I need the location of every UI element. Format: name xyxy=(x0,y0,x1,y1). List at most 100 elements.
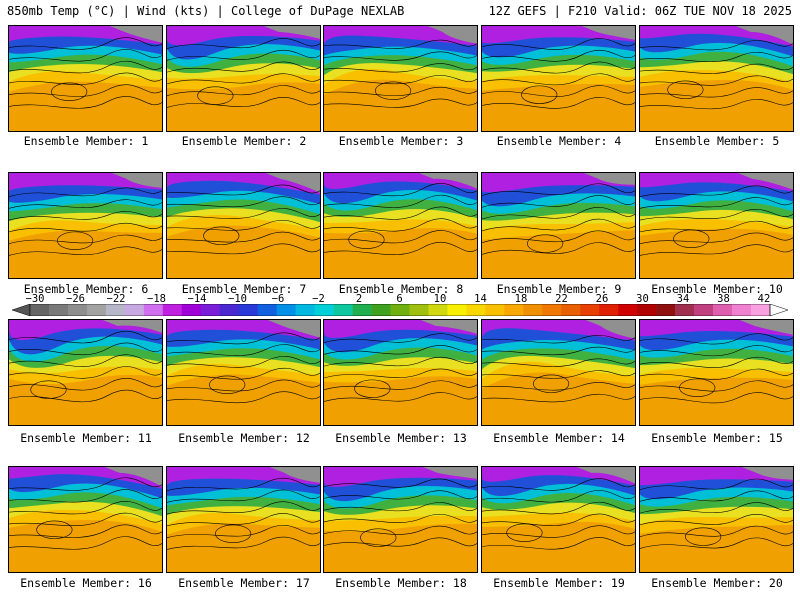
ensemble-member-panel xyxy=(323,172,478,279)
colorbar-tick-label: −10 xyxy=(228,293,247,305)
colorbar-swatch xyxy=(181,304,202,316)
temperature-field-map xyxy=(482,26,635,131)
colorbar-tick-label: −6 xyxy=(271,293,285,305)
colorbar-tick-label: 14 xyxy=(474,293,487,305)
ensemble-member-panel xyxy=(323,466,478,573)
temperature-field-map xyxy=(324,26,477,131)
colorbar-swatch xyxy=(219,304,240,316)
ensemble-member-label: Ensemble Member: 15 xyxy=(651,431,783,445)
ensemble-member-panel xyxy=(481,319,636,426)
ensemble-member-label: Ensemble Member: 17 xyxy=(178,576,310,590)
colorbar-tick-label: −14 xyxy=(187,293,207,305)
ensemble-member-label: Ensemble Member: 13 xyxy=(335,431,467,445)
colorbar-swatch xyxy=(599,304,619,316)
colorbar-tick-label: 6 xyxy=(396,293,403,305)
colorbar-swatch xyxy=(390,304,410,316)
ensemble-member-label: Ensemble Member: 7 xyxy=(181,282,307,296)
colorbar-swatch xyxy=(238,304,258,316)
ensemble-member-label: Ensemble Member: 19 xyxy=(493,576,625,590)
colorbar-swatch xyxy=(447,304,467,316)
ensemble-member-panel xyxy=(166,25,321,132)
colorbar-tick-label: −18 xyxy=(147,293,166,305)
colorbar-end-arrow xyxy=(12,304,31,316)
ensemble-member-label: Ensemble Member: 5 xyxy=(654,134,780,148)
colorbar-end-arrow xyxy=(769,304,788,316)
colorbar-swatch xyxy=(86,304,107,316)
colorbar-swatch xyxy=(143,304,164,316)
ensemble-member-panel xyxy=(481,466,636,573)
colorbar-tick-label: 38 xyxy=(717,293,730,305)
temperature-field-map xyxy=(640,26,793,131)
colorbar-swatch xyxy=(466,304,486,316)
ensemble-member-panel xyxy=(8,25,163,132)
colorbar-swatch xyxy=(200,304,221,316)
ensemble-member-label: Ensemble Member: 2 xyxy=(181,134,307,148)
ensemble-member-label: Ensemble Member: 14 xyxy=(493,431,625,445)
colorbar-swatch xyxy=(694,304,714,316)
colorbar-swatch xyxy=(314,304,334,316)
ensemble-member-panel xyxy=(166,319,321,426)
colorbar-tick-label: −22 xyxy=(106,293,126,305)
colorbar-swatch xyxy=(656,304,676,316)
ensemble-member-panel xyxy=(639,319,794,426)
temperature-field-map xyxy=(9,467,162,572)
colorbar-tick-label: 2 xyxy=(355,293,363,305)
temperature-field-map xyxy=(324,467,477,572)
colorbar-swatch xyxy=(713,304,733,316)
colorbar-swatch xyxy=(105,304,126,316)
colorbar-swatch xyxy=(485,304,505,316)
temperature-field-map xyxy=(167,320,320,425)
colorbar-tick-label: 26 xyxy=(595,293,609,305)
colorbar-swatch xyxy=(276,304,296,316)
temperature-field-map xyxy=(482,320,635,425)
colorbar-swatch xyxy=(162,304,183,316)
colorbar-swatch xyxy=(542,304,562,316)
colorbar-swatch xyxy=(618,304,638,316)
colorbar-swatch xyxy=(257,304,277,316)
temperature-field-map xyxy=(640,320,793,425)
ensemble-member-panel xyxy=(481,172,636,279)
temperature-field-map xyxy=(640,467,793,572)
ensemble-member-label: Ensemble Member: 16 xyxy=(20,576,152,590)
colorbar-swatch xyxy=(67,304,88,316)
colorbar-swatch xyxy=(637,304,657,316)
ensemble-member-panel xyxy=(323,25,478,132)
ensemble-member-label: Ensemble Member: 3 xyxy=(338,134,464,148)
colorbar-tick-label: −26 xyxy=(66,293,85,305)
colorbar-swatch xyxy=(580,304,600,316)
temperature-field-map xyxy=(324,320,477,425)
colorbar-swatch xyxy=(30,304,50,316)
ensemble-member-panel xyxy=(639,172,794,279)
colorbar-tick-label: −2 xyxy=(312,293,325,305)
colorbar-swatch xyxy=(428,304,448,316)
colorbar-tick-label: 10 xyxy=(433,293,447,305)
colorbar-swatch xyxy=(371,304,391,316)
chart-title: 850mb Temp (°C) | Wind (kts) | College o… xyxy=(7,4,405,18)
ensemble-member-label: Ensemble Member: 20 xyxy=(651,576,783,590)
temperature-field-map xyxy=(482,173,635,278)
colorbar-swatch xyxy=(523,304,543,316)
ensemble-member-label: Ensemble Member: 12 xyxy=(178,431,310,445)
temperature-field-map xyxy=(9,26,162,131)
ensemble-member-label: Ensemble Member: 11 xyxy=(20,431,152,445)
colorbar-swatch xyxy=(352,304,372,316)
ensemble-member-panel xyxy=(8,172,163,279)
ensemble-member-panel xyxy=(8,466,163,573)
colorbar-swatch xyxy=(732,304,752,316)
ensemble-member-label: Ensemble Member: 1 xyxy=(23,134,149,148)
temperature-field-map xyxy=(167,173,320,278)
colorbar-swatch xyxy=(295,304,315,316)
temperature-field-map xyxy=(482,467,635,572)
colorbar-tick-label: 30 xyxy=(636,293,649,305)
temperature-field-map xyxy=(324,173,477,278)
ensemble-member-label: Ensemble Member: 4 xyxy=(496,134,622,148)
temperature-field-map xyxy=(9,173,162,278)
colorbar-swatch xyxy=(751,304,771,316)
temperature-field-map xyxy=(640,173,793,278)
colorbar-tick-label: 18 xyxy=(514,293,528,305)
colorbar-tick-label: −30 xyxy=(25,293,45,305)
temperature-field-map xyxy=(167,467,320,572)
temperature-colorbar xyxy=(12,304,788,316)
valid-time: 12Z GEFS | F210 Valid: 06Z TUE NOV 18 20… xyxy=(488,4,792,18)
colorbar-swatch xyxy=(675,304,695,316)
